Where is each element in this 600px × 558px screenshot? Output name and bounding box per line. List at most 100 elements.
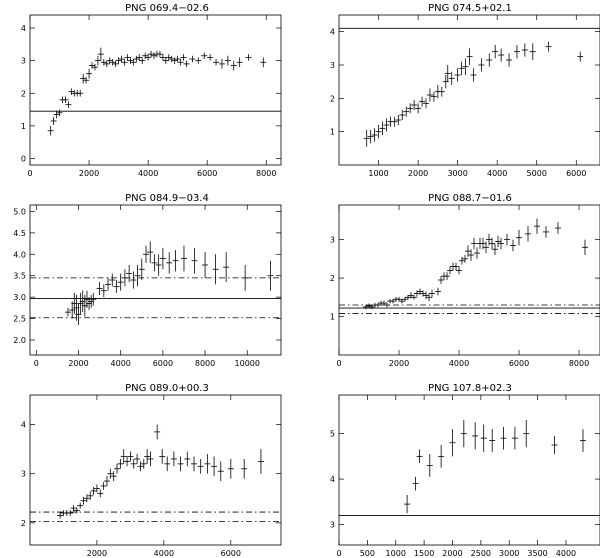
data-point: [145, 54, 152, 61]
data-point: [411, 295, 417, 300]
x-tick-label: 5000: [527, 169, 547, 178]
panel-title: PNG 107.8+02.3: [428, 383, 512, 394]
data-point: [521, 43, 528, 57]
plot-frame: [338, 394, 600, 546]
panel-png-074-5: PNG 074.5+02.1 1000 2000 3000 4000 5000 6000 1…: [330, 3, 600, 178]
data-point: [174, 55, 181, 63]
y-tick-label: 2.0: [13, 336, 26, 345]
data-point: [142, 52, 149, 60]
data-point: [90, 292, 97, 306]
data-point: [391, 116, 398, 127]
data-point: [143, 245, 150, 263]
data-point: [534, 218, 540, 234]
data-point: [127, 451, 134, 462]
data-point: [453, 262, 459, 271]
x-tick-label: 0: [336, 359, 341, 368]
data-point: [435, 287, 441, 296]
data-point: [242, 265, 249, 291]
data-point: [472, 422, 479, 450]
data-point: [195, 57, 202, 64]
data-point: [489, 429, 496, 452]
data-point: [127, 57, 134, 64]
data-point: [106, 57, 113, 64]
data-point: [483, 241, 489, 254]
data-point: [164, 456, 171, 472]
y-tick-label: 4: [330, 475, 335, 484]
data-point: [363, 130, 370, 147]
data-point: [159, 247, 166, 270]
data-point: [430, 91, 437, 102]
data-point: [415, 103, 422, 114]
y-tick-label: 1: [21, 122, 26, 131]
data-point: [109, 273, 116, 287]
data-point: [379, 121, 386, 135]
y-tick-label: 2: [21, 519, 26, 528]
data-point: [117, 273, 124, 291]
data-point: [100, 482, 107, 490]
y-tick-label: 2: [330, 274, 335, 283]
x-tick-label: 2500: [471, 549, 491, 558]
data-point: [211, 456, 218, 477]
data-point: [511, 426, 518, 450]
data-point: [130, 271, 137, 289]
data-point: [134, 454, 141, 464]
data-point: [120, 449, 127, 464]
data-point: [115, 57, 122, 64]
data-point: [458, 61, 465, 75]
data-point: [403, 106, 410, 117]
y-tick-label: 2: [330, 94, 335, 103]
y-tick-label: 2: [21, 89, 26, 98]
x-tick-label: 8000: [569, 359, 589, 368]
x-tick-label: 0: [27, 169, 32, 178]
data-point: [516, 230, 522, 246]
data-point: [201, 52, 208, 60]
data-point: [77, 90, 84, 97]
y-tick-label: 5: [330, 430, 335, 439]
data-point: [456, 266, 462, 275]
x-tick-label: 4000: [111, 359, 131, 368]
x-tick-label: 6000: [153, 359, 173, 368]
plot-frame: [29, 14, 282, 166]
data-point: [448, 71, 455, 85]
data-point: [138, 258, 145, 280]
data-point: [100, 284, 107, 298]
data-point: [241, 458, 248, 479]
data-point: [180, 54, 187, 61]
x-tick-label: 2000: [79, 169, 99, 178]
data-point: [83, 76, 90, 84]
data-point: [523, 420, 530, 448]
data-point: [73, 507, 80, 514]
panel-title: PNG 088.7−01.6: [428, 193, 512, 204]
data-point: [218, 59, 225, 69]
panel-png-084-9: PNG 084.9−03.4 0 2000 4000 6000 8000 10000 2.0…: [13, 193, 282, 368]
data-point: [577, 51, 584, 62]
data-point: [555, 222, 561, 234]
data-point: [86, 68, 93, 79]
data-point: [190, 456, 197, 472]
y-tick-label: 1: [330, 313, 335, 322]
data-point: [155, 254, 162, 276]
data-point: [207, 54, 214, 61]
data-point: [68, 88, 75, 95]
x-tick-label: 4000: [556, 549, 576, 558]
x-tick-label: 4000: [154, 549, 174, 558]
data-point: [113, 280, 120, 293]
data-point: [77, 502, 84, 509]
data-point: [67, 510, 74, 516]
data-point: [404, 495, 411, 514]
data-point: [110, 471, 117, 482]
data-point: [154, 424, 161, 440]
x-tick-label: 6000: [509, 359, 529, 368]
data-point: [57, 512, 64, 519]
y-tick-label: 5.0: [13, 207, 26, 216]
data-point: [151, 52, 158, 60]
panel-png-089-0: PNG 089.0+00.3 2000 4000 6000 2 3 4: [21, 383, 282, 558]
plot-frame: [338, 14, 600, 166]
data-point: [498, 237, 504, 250]
data-point: [495, 235, 501, 248]
x-tick-label: 4000: [449, 359, 469, 368]
data-point: [426, 293, 432, 302]
data-point: [462, 58, 469, 75]
data-point: [184, 451, 191, 467]
